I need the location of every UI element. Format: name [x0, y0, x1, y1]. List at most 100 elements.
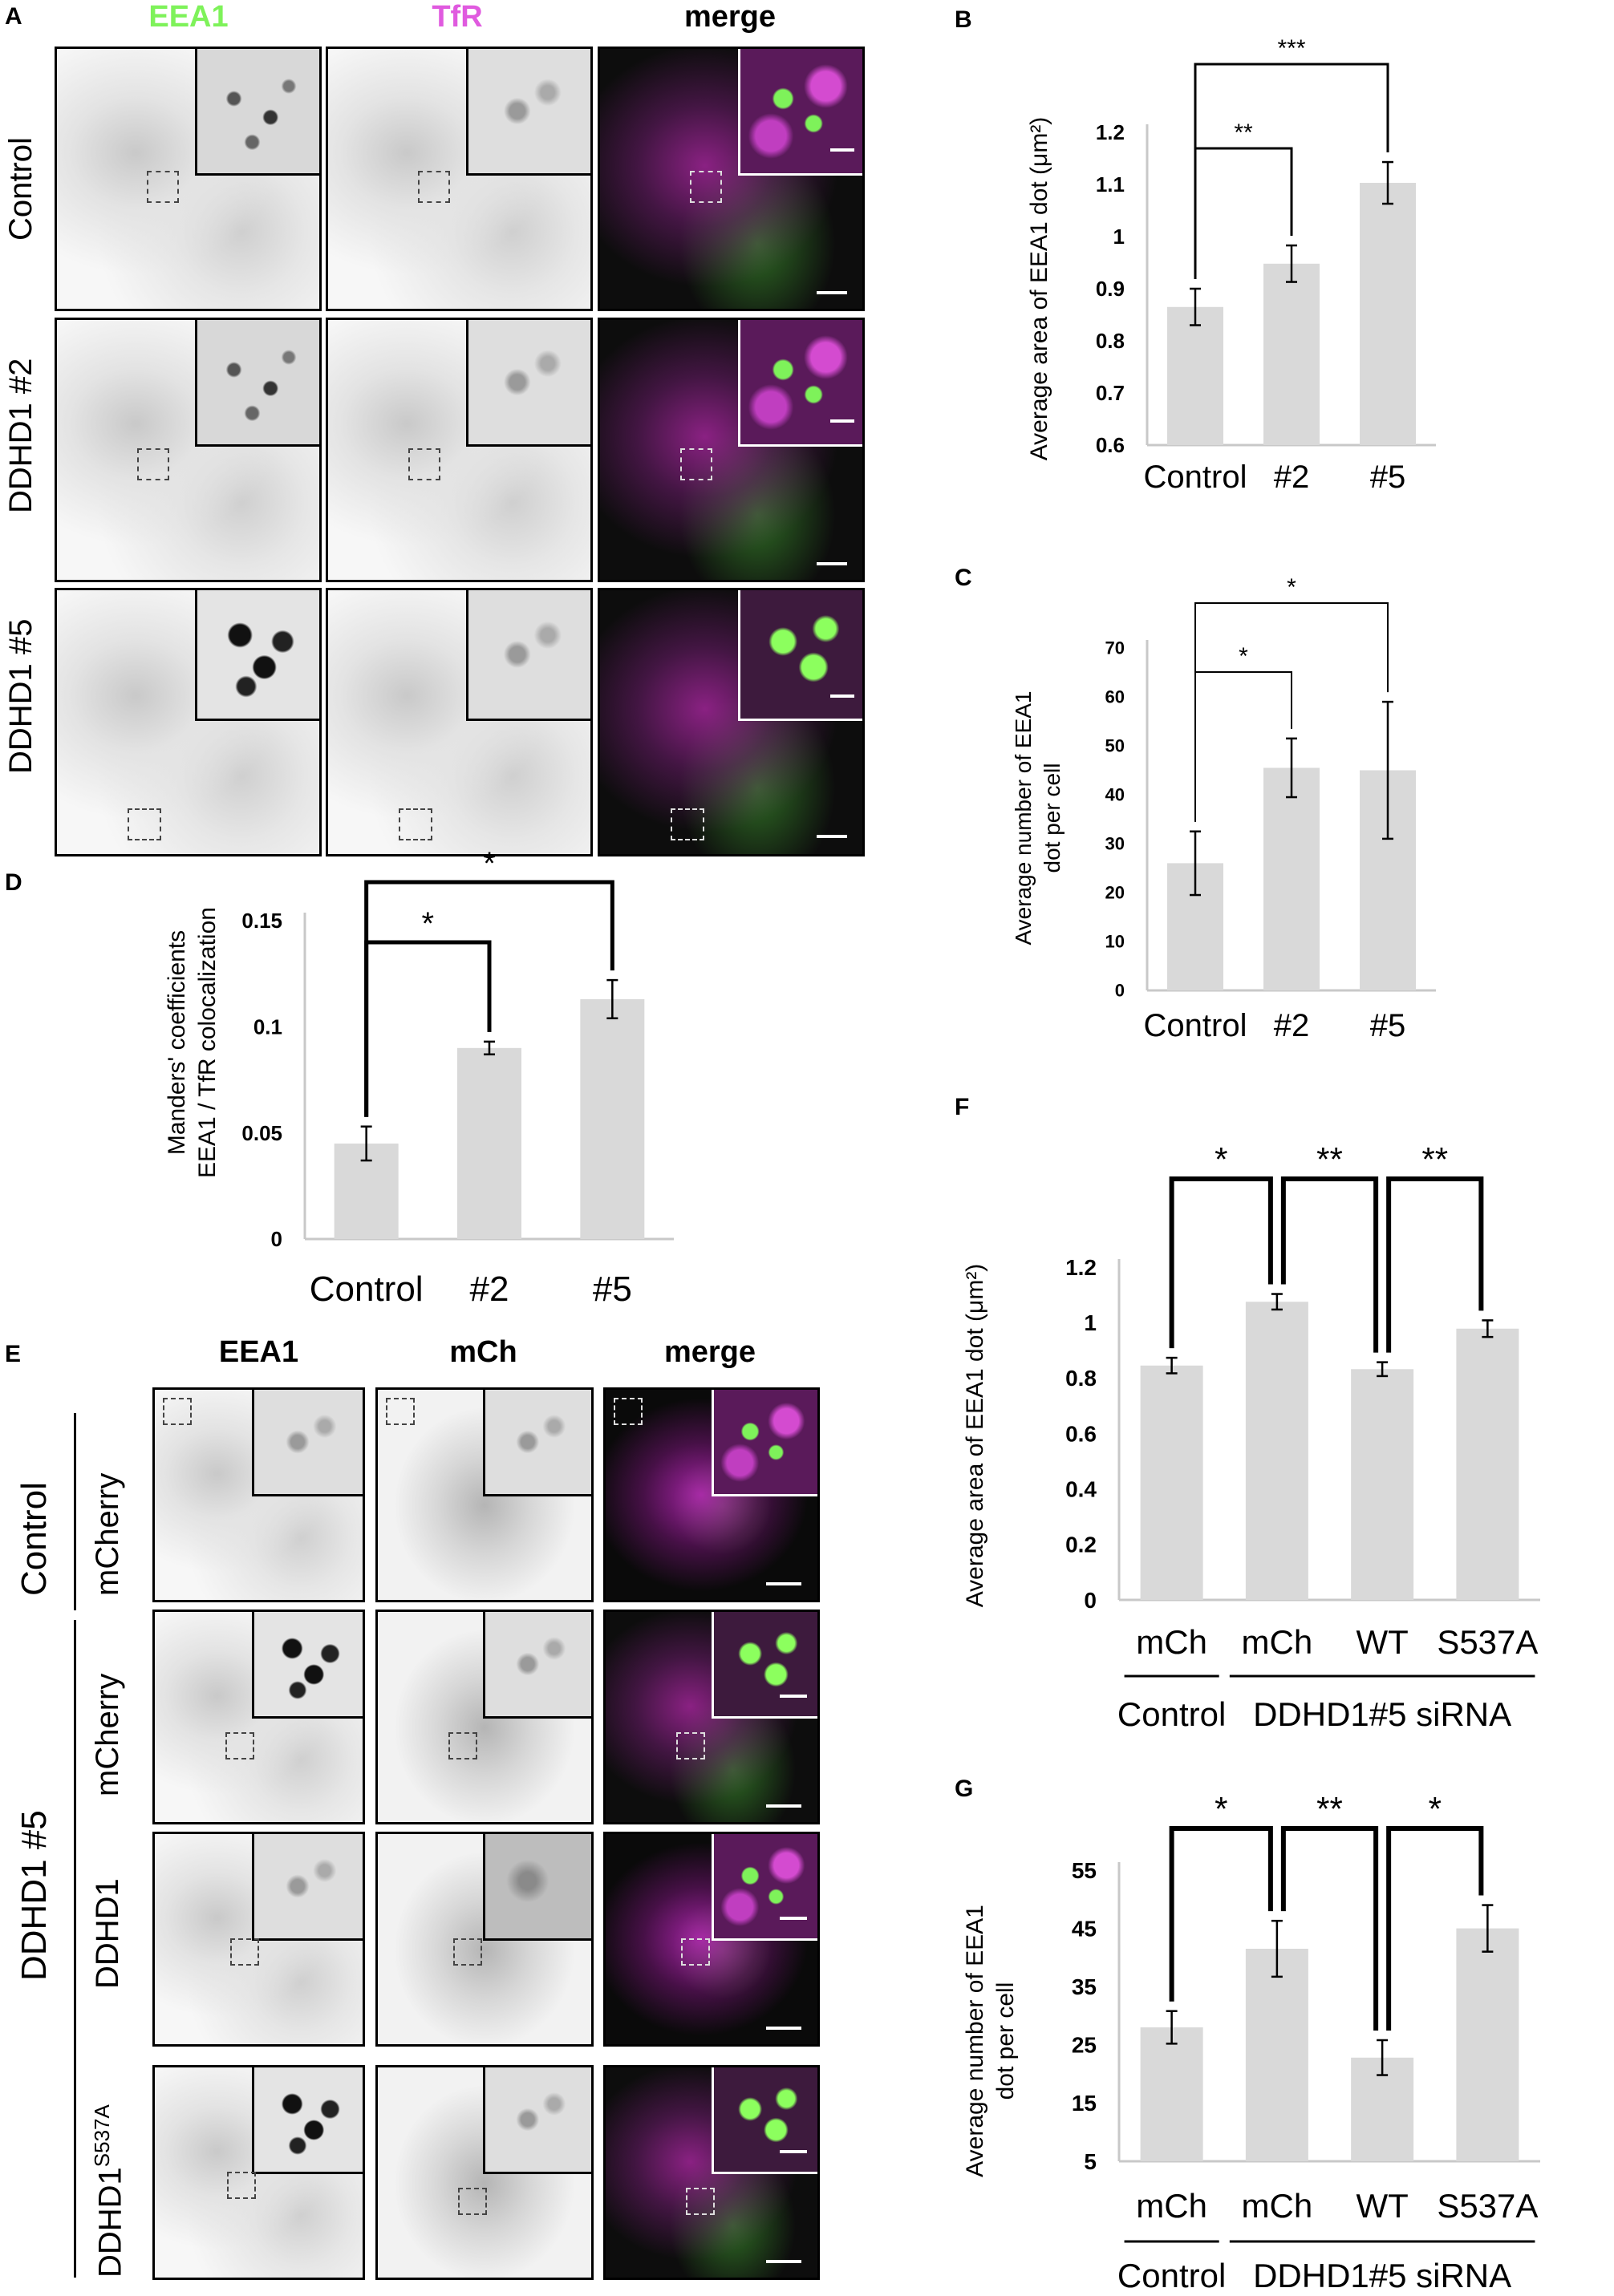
y-tick-label-f: 1	[1084, 1310, 1097, 1335]
y-tick-label-f: 0.2	[1065, 1533, 1097, 1557]
roi-box	[386, 1398, 415, 1425]
panel-e-col-eea1: EEA1	[218, 1335, 299, 1369]
inset	[195, 590, 319, 721]
panel-e-mcherry-mch-image	[375, 1610, 594, 1824]
category-label-c: Control	[1144, 1008, 1247, 1043]
bar-d	[457, 1047, 521, 1239]
inset	[712, 1390, 817, 1496]
panel-e-row-ddhd1-wt: DDHD1	[90, 1878, 125, 1989]
y-axis-label-b: Average area of EEA1 dot (μm²)	[1026, 117, 1052, 461]
panel-e-row-mcherry-ddhd1: mCherry	[90, 1673, 125, 1796]
category-label-b: Control	[1144, 460, 1247, 495]
category-label-d: #2	[470, 1269, 509, 1309]
panel-a-col-tfr: TfR	[432, 0, 483, 34]
inset	[466, 49, 590, 176]
category-label-c: #2	[1274, 1008, 1310, 1043]
y-tick-label-c: 50	[1105, 736, 1125, 756]
bar-b	[1167, 306, 1223, 445]
y-axis-label-g: dot per cell	[992, 1982, 1019, 2100]
inset	[252, 1612, 363, 1719]
panel-a-ddhd1-5-eea1-image	[55, 588, 322, 856]
y-tick-label-g: 25	[1072, 2033, 1097, 2058]
inset	[195, 320, 319, 447]
y-tick-label-f: 0	[1084, 1588, 1097, 1613]
roi-box	[408, 448, 440, 480]
roi-box	[676, 1732, 705, 1759]
roi-box	[448, 1732, 477, 1759]
y-tick-label-c: 70	[1105, 638, 1125, 658]
inset-scale-bar	[780, 1695, 807, 1698]
panel-a-ddhd1-2-merge-image	[598, 318, 865, 582]
category-label-d: Control	[310, 1269, 424, 1309]
panel-a-row-ddhd1-5: DDHD1 #5	[3, 618, 39, 774]
inset	[738, 49, 862, 176]
significance-label-g: *	[1429, 1790, 1442, 1828]
panel-e-ddhd1-eea1-image	[152, 1832, 365, 2047]
inset	[466, 320, 590, 447]
roi-box	[418, 171, 450, 203]
roi-box	[230, 1938, 259, 1966]
y-tick-label-c: 10	[1105, 932, 1125, 952]
roi-box	[686, 2188, 715, 2215]
panel-a-control-merge-image	[598, 47, 865, 311]
group-label-g: Control	[1117, 2257, 1226, 2294]
inset	[738, 590, 862, 721]
y-axis-label-f: Average area of EEA1 dot (μm²)	[962, 1264, 988, 1608]
panel-a-control-eea1-image	[55, 47, 322, 311]
roi-box	[147, 171, 179, 203]
category-label-b: #5	[1370, 460, 1406, 495]
significance-bracket-b	[1194, 63, 1389, 279]
panel-e-s537a-mch-image	[375, 2065, 594, 2280]
roi-box	[681, 1938, 710, 1966]
y-axis-label-d: Manders' coefficients	[164, 930, 190, 1155]
inset	[483, 2067, 591, 2174]
panel-a-ddhd1-2-eea1-image	[55, 318, 322, 582]
category-label-g: S537A	[1437, 2187, 1538, 2225]
y-axis-label-c: dot per cell	[1040, 763, 1065, 873]
panel-e-control-merge-image	[603, 1387, 820, 1602]
y-tick-label-c: 60	[1105, 687, 1125, 707]
y-axis-label-c: Average number of EEA1	[1011, 690, 1036, 945]
inset	[252, 1834, 363, 1941]
significance-label-c: *	[1287, 574, 1296, 601]
panel-e-mcherry-merge-image	[603, 1610, 820, 1824]
inset-scale-bar	[830, 419, 854, 423]
roi-box	[227, 2172, 256, 2199]
panel-letter-a: A	[5, 3, 22, 30]
panel-e-mcherry-eea1-image	[152, 1610, 365, 1824]
inset	[252, 2067, 363, 2174]
group-label-f: Control	[1117, 1695, 1226, 1733]
panel-letter-c: C	[955, 565, 972, 591]
significance-bracket-f	[1280, 1176, 1379, 1353]
category-label-g: mCh	[1136, 2187, 1207, 2225]
roi-box	[690, 171, 722, 203]
y-tick-label-d: 0.05	[241, 1121, 282, 1145]
significance-bracket-f	[1169, 1176, 1273, 1349]
panel-letter-b: B	[955, 6, 972, 33]
panel-e-s537a-eea1-image	[152, 2065, 365, 2280]
panel-a-ddhd1-5-tfr-image	[326, 588, 593, 856]
y-tick-label-d: 0	[271, 1227, 282, 1251]
y-tick-label-g: 35	[1072, 1974, 1097, 1999]
roi-box	[137, 448, 169, 480]
y-tick-label-g: 5	[1084, 2149, 1097, 2174]
inset	[252, 1390, 363, 1496]
panel-e-group-control: Control	[14, 1482, 54, 1596]
significance-bracket-d	[364, 880, 614, 1117]
roi-box	[614, 1398, 643, 1425]
panel-letter-g: G	[955, 1776, 973, 1802]
y-tick-label-f: 0.6	[1065, 1421, 1097, 1446]
y-tick-label-b: 1.1	[1096, 172, 1125, 196]
y-tick-label-f: 0.8	[1065, 1366, 1097, 1391]
significance-bracket-c	[1194, 602, 1389, 822]
significance-bracket-f	[1386, 1176, 1484, 1353]
inset-scale-bar	[830, 694, 854, 698]
scale-bar	[817, 291, 847, 294]
bar-b	[1360, 183, 1416, 446]
y-tick-label-c: 0	[1115, 981, 1125, 1001]
panel-e-col-mch: mCh	[449, 1335, 517, 1369]
significance-label-f: **	[1316, 1140, 1343, 1178]
panel-a-row-ddhd1-2: DDHD1 #2	[3, 358, 39, 513]
y-tick-label-b: 0.7	[1096, 381, 1125, 405]
panel-e-group-ddhd1-5-bracket	[74, 1620, 76, 2278]
